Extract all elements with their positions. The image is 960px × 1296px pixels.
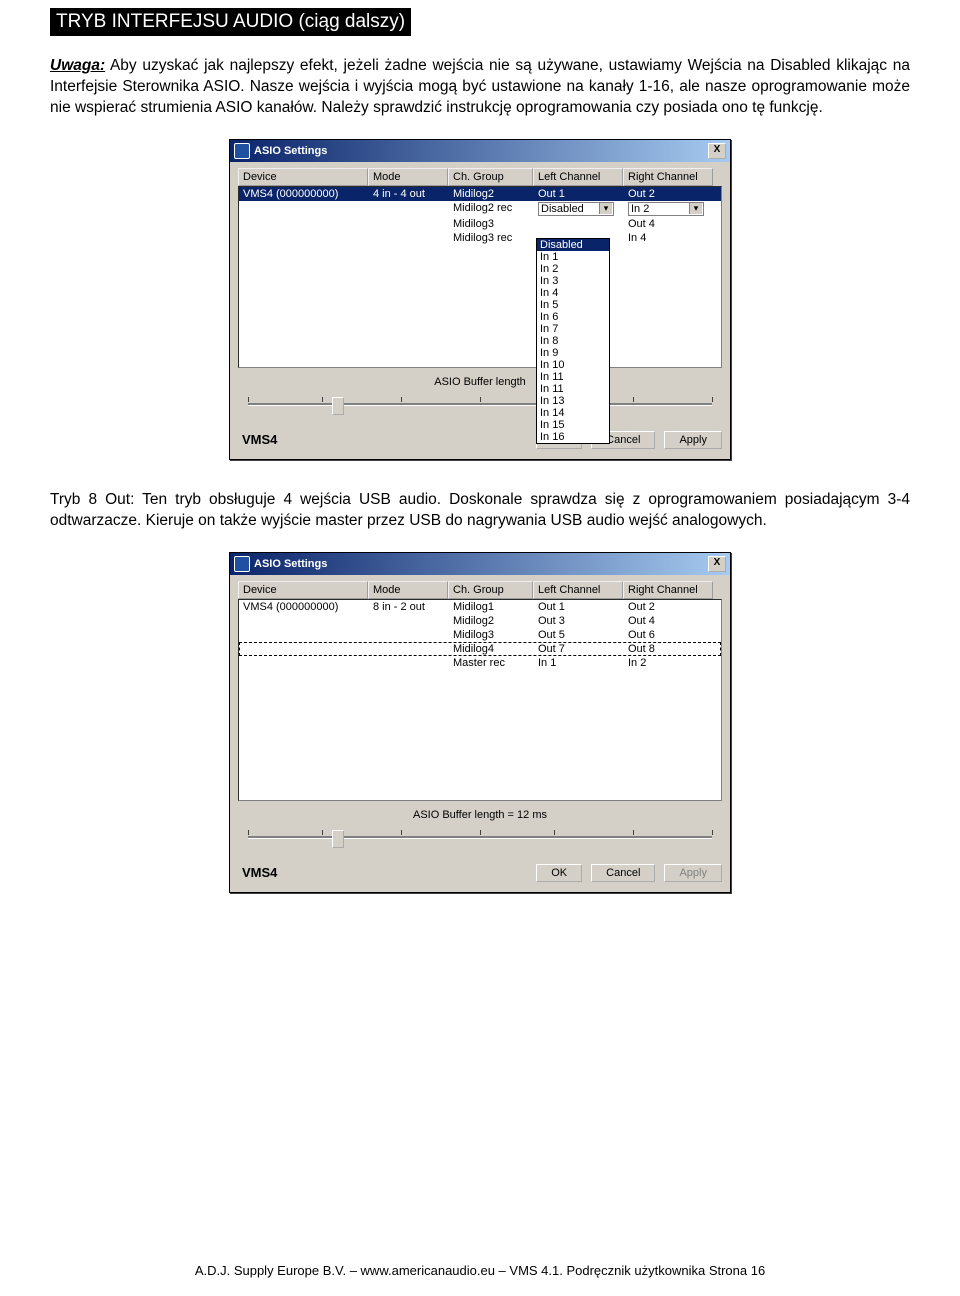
col-mode[interactable]: Mode — [368, 168, 448, 186]
close-button[interactable]: X — [708, 143, 726, 159]
table-row[interactable]: Midilog3 recIn 4 — [239, 231, 721, 245]
dropdown-option[interactable]: In 11 — [537, 371, 609, 383]
asio-settings-window-1: ASIO Settings X Device Mode Ch. Group Le… — [229, 139, 731, 460]
dropdown-option[interactable]: Disabled — [537, 239, 609, 251]
paragraph-1: Uwaga: Aby uzyskać jak najlepszy efekt, … — [50, 56, 910, 119]
col-device[interactable]: Device — [238, 581, 368, 599]
window-title: ASIO Settings — [254, 558, 327, 570]
apply-button[interactable]: Apply — [664, 864, 722, 882]
col-chgroup[interactable]: Ch. Group — [448, 581, 533, 599]
table-row[interactable]: VMS4 (000000000)8 in - 2 outMidilog1Out … — [239, 600, 721, 614]
slider-track — [248, 403, 712, 406]
dropdown-option[interactable]: In 15 — [537, 419, 609, 431]
table-row[interactable]: Midilog3Out 4 — [239, 217, 721, 231]
col-mode[interactable]: Mode — [368, 581, 448, 599]
page-footer: A.D.J. Supply Europe B.V. – www.american… — [0, 1263, 960, 1278]
window-icon — [234, 556, 250, 572]
table-row[interactable]: Midilog4Out 7Out 8 — [239, 642, 721, 656]
brand-label: VMS4 — [238, 865, 277, 880]
dropdown-option[interactable]: In 8 — [537, 335, 609, 347]
channel-list[interactable]: VMS4 (000000000)4 in - 4 outMidilog2Out … — [238, 186, 722, 368]
dropdown-option[interactable]: In 4 — [537, 287, 609, 299]
column-headers: Device Mode Ch. Group Left Channel Right… — [238, 168, 722, 186]
slider-thumb[interactable] — [332, 397, 344, 415]
apply-button[interactable]: Apply — [664, 431, 722, 449]
slider-thumb[interactable] — [332, 830, 344, 848]
buffer-slider[interactable] — [248, 825, 712, 848]
right-channel-dropdown[interactable]: In 2 — [628, 202, 704, 216]
channel-list[interactable]: VMS4 (000000000)8 in - 2 outMidilog1Out … — [238, 599, 722, 801]
asio-settings-window-2: ASIO Settings X Device Mode Ch. Group Le… — [229, 552, 731, 893]
col-device[interactable]: Device — [238, 168, 368, 186]
window-titlebar: ASIO Settings X — [230, 553, 730, 575]
left-channel-dropdown-list[interactable]: DisabledIn 1In 2In 3In 4In 5In 6In 7In 8… — [536, 238, 610, 444]
section-title: TRYB INTERFEJSU AUDIO (ciąg dalszy) — [50, 8, 411, 36]
cancel-button[interactable]: Cancel — [591, 864, 655, 882]
buffer-length-label: ASIO Buffer length = 12 ms — [238, 809, 722, 821]
dropdown-option[interactable]: In 3 — [537, 275, 609, 287]
table-row[interactable]: VMS4 (000000000)4 in - 4 outMidilog2Out … — [239, 187, 721, 201]
slider-track — [248, 836, 712, 839]
col-chgroup[interactable]: Ch. Group — [448, 168, 533, 186]
paragraph-2: Tryb 8 Out: Ten tryb obsługuje 4 wejścia… — [50, 490, 910, 532]
table-row[interactable]: Master recIn 1In 2 — [239, 656, 721, 670]
col-left[interactable]: Left Channel — [533, 168, 623, 186]
dropdown-option[interactable]: In 11 — [537, 383, 609, 395]
column-headers: Device Mode Ch. Group Left Channel Right… — [238, 581, 722, 599]
dropdown-option[interactable]: In 14 — [537, 407, 609, 419]
col-left[interactable]: Left Channel — [533, 581, 623, 599]
buffer-length-label: ASIO Buffer length — [238, 376, 722, 388]
dropdown-option[interactable]: In 9 — [537, 347, 609, 359]
buffer-slider[interactable] — [248, 392, 712, 415]
table-row[interactable]: Midilog2Out 3Out 4 — [239, 614, 721, 628]
dropdown-option[interactable]: In 6 — [537, 311, 609, 323]
dropdown-option[interactable]: In 16 — [537, 431, 609, 443]
ok-button[interactable]: OK — [536, 864, 582, 882]
dropdown-option[interactable]: In 1 — [537, 251, 609, 263]
dropdown-option[interactable]: In 10 — [537, 359, 609, 371]
dropdown-option[interactable]: In 2 — [537, 263, 609, 275]
dropdown-option[interactable]: In 13 — [537, 395, 609, 407]
dropdown-option[interactable]: In 7 — [537, 323, 609, 335]
brand-label: VMS4 — [238, 432, 277, 447]
para1-prefix: Uwaga: — [50, 57, 105, 74]
dropdown-option[interactable]: In 5 — [537, 299, 609, 311]
table-row[interactable]: Midilog2 recDisabledIn 2 — [239, 201, 721, 217]
close-button[interactable]: X — [708, 556, 726, 572]
table-row[interactable]: Midilog3Out 5Out 6 — [239, 628, 721, 642]
window-title: ASIO Settings — [254, 145, 327, 157]
window-titlebar: ASIO Settings X — [230, 140, 730, 162]
col-right[interactable]: Right Channel — [623, 168, 713, 186]
window-icon — [234, 143, 250, 159]
para1-rest: Aby uzyskać jak najlepszy efekt, jeżeli … — [50, 57, 910, 116]
left-channel-dropdown[interactable]: Disabled — [538, 202, 614, 216]
col-right[interactable]: Right Channel — [623, 581, 713, 599]
